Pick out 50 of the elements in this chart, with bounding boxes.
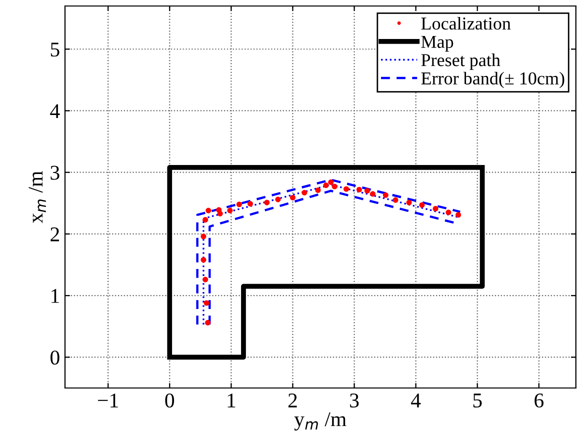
point [205, 320, 211, 326]
point [456, 212, 462, 218]
point [446, 210, 452, 216]
point [202, 217, 208, 223]
point [315, 187, 321, 193]
x-tick-label: 6 [534, 394, 544, 408]
y-tick-label: 4 [50, 104, 60, 118]
y-tick-label: 2 [50, 227, 59, 242]
point [328, 179, 334, 185]
y-tick-label: 3 [50, 166, 60, 180]
point [419, 202, 425, 208]
x-tick-label: 5 [473, 394, 482, 408]
point [202, 276, 208, 282]
point [382, 192, 388, 198]
point [323, 182, 329, 188]
point [406, 200, 412, 206]
point [392, 197, 398, 203]
y-tick-label: 0 [50, 350, 60, 365]
point [302, 190, 308, 196]
point [217, 210, 223, 216]
legend-label: Preset path [421, 54, 500, 70]
legend-label: Localization [421, 16, 511, 30]
y-axis-title: x$_{m}$ /m [28, 171, 46, 224]
point [364, 188, 370, 194]
legend-label: Map [421, 36, 454, 52]
point [227, 208, 233, 214]
x-tick-label: 3 [350, 394, 359, 408]
x-axis-title: y$_{m}$ /m [294, 412, 346, 431]
point [247, 201, 254, 207]
point [343, 186, 350, 192]
point [332, 184, 338, 190]
point [204, 300, 210, 306]
x-tick-label: −1 [98, 394, 118, 408]
x-tick-label: 2 [288, 394, 297, 408]
point [290, 194, 296, 200]
point [200, 257, 206, 263]
y-tick-label: 1 [52, 289, 59, 303]
x-tick-label: 1 [228, 394, 236, 408]
point [370, 191, 376, 197]
point [200, 234, 206, 240]
point [236, 202, 242, 208]
point [275, 196, 281, 202]
x-tick-label: 0 [165, 393, 174, 408]
point [206, 208, 212, 214]
y-tick-label: 5 [50, 42, 60, 57]
point [356, 186, 362, 192]
point [432, 206, 438, 212]
x-tick-label: 4 [411, 394, 421, 408]
point [264, 200, 270, 206]
legend-label: Error band(± 10cm) [421, 72, 564, 88]
